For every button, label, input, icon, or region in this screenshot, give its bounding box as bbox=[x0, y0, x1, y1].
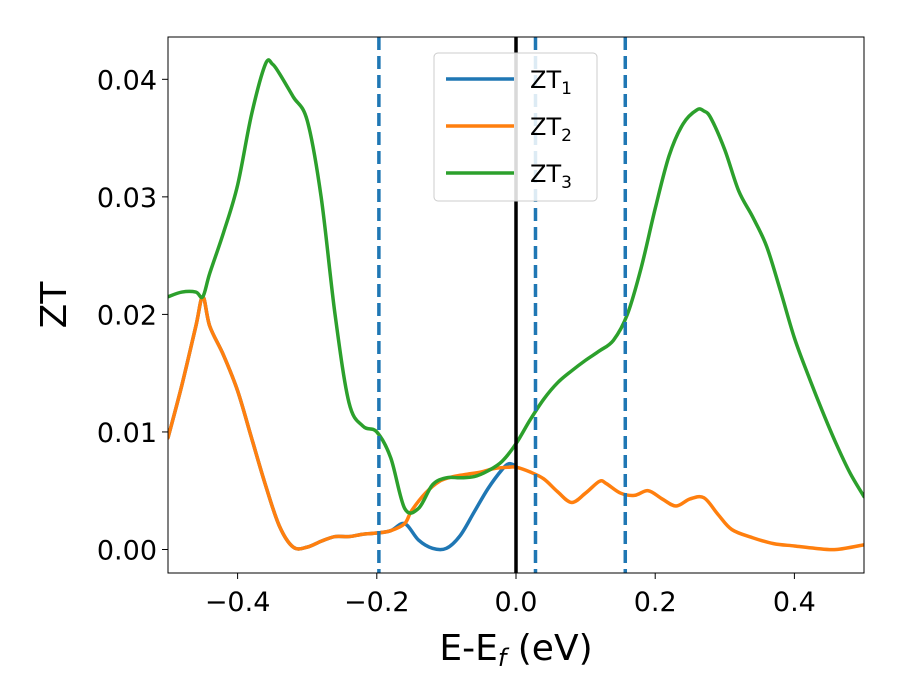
x-axis-label: E-Ef (eV) bbox=[439, 628, 592, 672]
y-tick-label: 0.01 bbox=[97, 418, 157, 449]
y-axis-label: ZT bbox=[34, 281, 75, 329]
x-tick-label: 0.0 bbox=[495, 587, 538, 618]
legend-label-zt3: ZT3 bbox=[530, 160, 572, 193]
series-line-zt3 bbox=[168, 58, 864, 515]
x-axis: −0.4 −0.2 0.0 0.2 0.4 bbox=[205, 573, 816, 618]
x-tick-label: 0.4 bbox=[773, 587, 816, 618]
x-axis-label-unit: (eV) bbox=[506, 628, 592, 669]
x-tick-label: −0.4 bbox=[205, 587, 271, 618]
y-tick-label: 0.03 bbox=[97, 183, 157, 214]
legend-box bbox=[433, 52, 598, 202]
legend-label-zt2: ZT2 bbox=[530, 113, 572, 146]
x-tick-label: −0.2 bbox=[344, 587, 410, 618]
y-tick-label: 0.04 bbox=[97, 65, 157, 96]
y-tick-label: 0.00 bbox=[97, 535, 157, 566]
plot-area bbox=[168, 58, 864, 552]
legend-label-zt1: ZT1 bbox=[530, 66, 572, 99]
y-tick-label: 0.02 bbox=[97, 300, 157, 331]
legend: ZT1 ZT2 ZT3 bbox=[433, 52, 598, 202]
y-axis: 0.00 0.01 0.02 0.03 0.04 bbox=[97, 65, 168, 566]
x-tick-label: 0.2 bbox=[634, 587, 677, 618]
x-axis-label-main: E-E bbox=[439, 628, 497, 669]
